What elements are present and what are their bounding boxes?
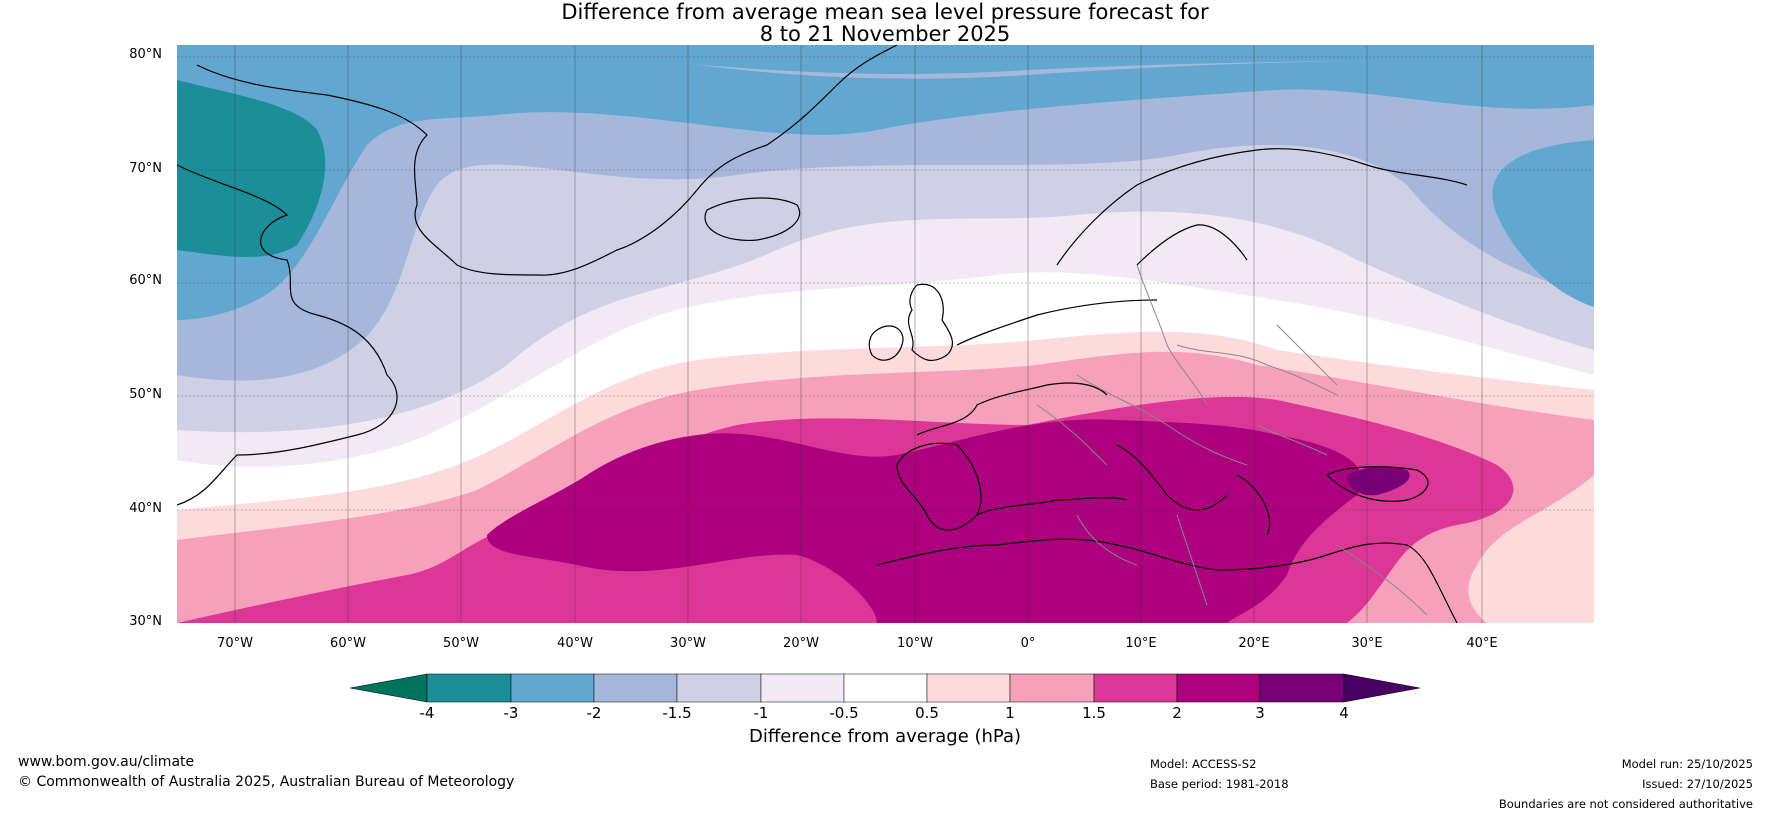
model-text: Model: ACCESS-S2 (1150, 757, 1257, 771)
copyright-text: © Commonwealth of Australia 2025, Austra… (18, 774, 515, 790)
lon-label-40e: 40°E (1466, 636, 1498, 651)
lon-label-20w: 20°W (783, 636, 819, 651)
graticule (177, 45, 1594, 623)
colorbar-tick-label: -4 (419, 704, 435, 722)
country-borders (1036, 264, 1428, 616)
colorbar-tick-label: -0.5 (829, 704, 859, 722)
lat-label-30n: 30°N (129, 614, 162, 629)
band-pos-2 (487, 419, 1363, 623)
colorbar-tick-label: -3 (503, 704, 519, 722)
colorbar-tick-label: 1 (1005, 704, 1015, 722)
africa-coast (876, 538, 1458, 623)
lat-label-40n: 40°N (129, 501, 162, 516)
colorbar-swatch (760, 673, 845, 703)
map-title-line-1: Difference from average mean sea level p… (561, 0, 1209, 24)
colorbar-label: Difference from average (hPa) (748, 726, 1022, 747)
lon-label-10e: 10°E (1125, 636, 1157, 651)
iceland-coast (704, 197, 801, 242)
scandinavia-coast (1056, 148, 1468, 266)
colorbar-swatch (843, 673, 928, 703)
colorbar-tick-label: 3 (1255, 704, 1265, 722)
colorbar-tick-label: 0.5 (915, 704, 939, 722)
colorbar-swatch (1259, 673, 1345, 703)
lon-label-0: 0° (1020, 636, 1036, 651)
colorbar-swatch (1176, 673, 1261, 703)
map-title-line-2: 8 to 21 November 2025 (759, 22, 1011, 46)
anomaly-fill-layer (177, 45, 1594, 623)
band-neg-1-5 (177, 45, 1594, 381)
colorbar-swatch (1009, 673, 1095, 703)
pressure-anomaly-map (177, 45, 1594, 623)
lat-label-80n: 80°N (129, 47, 162, 62)
lon-label-10w: 10°W (897, 636, 933, 651)
colorbar-tick-label: -1.5 (662, 704, 692, 722)
colorbar-tick-label: 2 (1172, 704, 1182, 722)
colorbar-extend-high (1343, 673, 1420, 703)
colorbar-extend-low (350, 673, 428, 703)
band-neg-3 (177, 80, 326, 257)
colorbar-tick-label: -1 (753, 704, 769, 722)
band-neg-2-c (177, 45, 1594, 75)
canada-coast (177, 164, 398, 506)
website-link[interactable]: www.bom.gov.au/climate (18, 754, 195, 770)
ireland-coast (868, 325, 904, 361)
model-run-text: Model run: 25/10/2025 (1621, 757, 1753, 771)
coastlines (177, 45, 1468, 623)
issued-text: Issued: 27/10/2025 (1642, 777, 1753, 791)
lat-label-50n: 50°N (129, 387, 162, 402)
lon-label-60w: 60°W (330, 636, 366, 651)
colorbar-tick-label: 4 (1339, 704, 1349, 722)
lon-label-70w: 70°W (217, 636, 253, 651)
colorbar-swatch (426, 673, 512, 703)
britain-coast (907, 283, 954, 362)
greenland-coast (196, 45, 898, 276)
lon-label-40w: 40°W (557, 636, 593, 651)
colorbar-swatch (1093, 673, 1178, 703)
lon-label-30w: 30°W (670, 636, 706, 651)
base-period-text: Base period: 1981-2018 (1150, 777, 1289, 791)
colorbar-tick-label: -2 (586, 704, 602, 722)
colorbar-swatch (926, 673, 1011, 703)
lat-label-60n: 60°N (129, 273, 162, 288)
band-neg-2 (177, 45, 1594, 320)
lon-label-30e: 30°E (1351, 636, 1383, 651)
lon-label-20e: 20°E (1238, 636, 1270, 651)
colorbar (350, 673, 1420, 703)
disclaimer-text: Boundaries are not considered authoritat… (1498, 797, 1753, 811)
colorbar-swatch (510, 673, 595, 703)
mediterranean-coast (976, 444, 1429, 536)
colorbar-swatch (676, 673, 762, 703)
lat-label-70n: 70°N (129, 161, 162, 176)
lon-label-50w: 50°W (443, 636, 479, 651)
colorbar-swatch (593, 673, 678, 703)
colorbar-tick-label: 1.5 (1082, 704, 1106, 722)
band-pos-3 (1347, 466, 1410, 496)
